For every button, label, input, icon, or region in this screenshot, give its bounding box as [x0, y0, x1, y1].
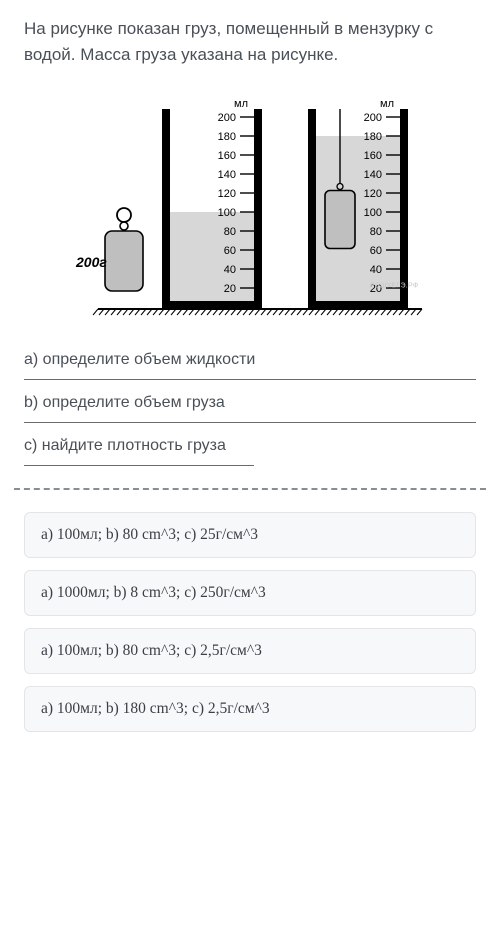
- option-1[interactable]: a) 100мл; b) 80 cm^3; c) 25г/см^3: [24, 512, 476, 558]
- svg-text:РЕШУЕГЭ.РФ: РЕШУЕГЭ.РФ: [370, 282, 419, 289]
- svg-text:100: 100: [218, 207, 236, 219]
- dashed-separator: [14, 488, 486, 490]
- svg-text:180: 180: [364, 131, 382, 143]
- svg-text:120: 120: [364, 188, 382, 200]
- figure-wrapper: 200 180 160 140 120 100 80 60 40 20 мл 200 180 160 140…: [24, 97, 476, 327]
- physics-diagram: 200 180 160 140 120 100 80 60 40 20 мл 200 180 160 140…: [70, 97, 430, 327]
- underline-a: [24, 379, 476, 380]
- svg-text:200г: 200г: [75, 254, 107, 270]
- svg-text:40: 40: [224, 264, 236, 276]
- svg-text:200: 200: [364, 112, 382, 124]
- task-a: а) определите объем жидкости: [24, 351, 476, 369]
- svg-text:мл: мл: [234, 98, 248, 110]
- svg-text:40: 40: [370, 264, 382, 276]
- svg-text:180: 180: [218, 131, 236, 143]
- svg-text:100: 100: [364, 207, 382, 219]
- svg-text:60: 60: [370, 245, 382, 257]
- options-list: a) 100мл; b) 80 cm^3; c) 25г/см^3 a) 100…: [24, 512, 476, 732]
- underline-c: [24, 465, 254, 466]
- svg-text:160: 160: [364, 150, 382, 162]
- task-c: с) найдите плотность груза: [24, 437, 476, 455]
- option-3[interactable]: a) 100мл; b) 80 cm^3; c) 2,5г/см^3: [24, 628, 476, 674]
- underline-b: [24, 422, 476, 423]
- svg-text:140: 140: [364, 169, 382, 181]
- question-text: На рисунке показан груз, помещенный в ме…: [24, 16, 476, 69]
- svg-text:60: 60: [224, 245, 236, 257]
- svg-text:140: 140: [218, 169, 236, 181]
- svg-text:80: 80: [224, 226, 236, 238]
- option-4[interactable]: a) 100мл; b) 180 cm^3; c) 2,5г/см^3: [24, 686, 476, 732]
- svg-text:160: 160: [218, 150, 236, 162]
- svg-text:200: 200: [218, 112, 236, 124]
- svg-text:мл: мл: [380, 98, 394, 110]
- option-2[interactable]: a) 1000мл; b) 8 cm^3; c) 250г/см^3: [24, 570, 476, 616]
- svg-text:20: 20: [224, 283, 236, 295]
- svg-text:80: 80: [370, 226, 382, 238]
- task-b: b) определите объем груза: [24, 394, 476, 412]
- svg-text:120: 120: [218, 188, 236, 200]
